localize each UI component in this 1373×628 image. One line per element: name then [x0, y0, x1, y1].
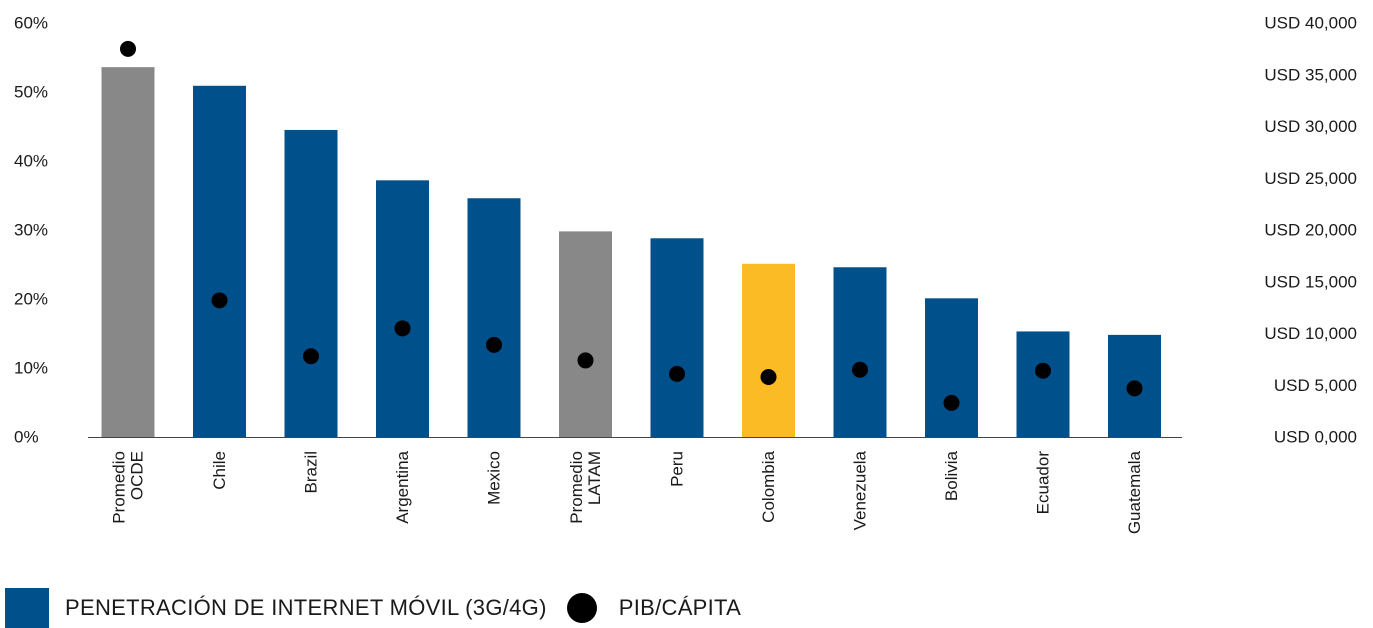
- gdp-dot: [669, 365, 685, 382]
- gdp-dot: [394, 320, 411, 337]
- right-tick-label: USD 25,000: [1264, 169, 1357, 188]
- legend: PENETRACIÓN DE INTERNET MÓVIL (3G/4G) PI…: [5, 588, 741, 628]
- bar-series: [101, 67, 1161, 437]
- gdp-dot: [120, 40, 136, 57]
- gdp-dot: [1035, 362, 1051, 379]
- left-tick-label: 40%: [14, 152, 48, 171]
- right-tick-label: USD 15,000: [1264, 272, 1357, 291]
- category-label-line: Promedio: [567, 451, 586, 524]
- bar: [1016, 331, 1070, 437]
- category-label: Guatemala: [1125, 450, 1144, 534]
- bar: [742, 263, 795, 437]
- dot-series: [120, 40, 1143, 411]
- left-tick-label: 0%: [14, 428, 39, 447]
- right-tick-label: USD 20,000: [1264, 221, 1357, 240]
- right-tick-label: USD 35,000: [1264, 65, 1357, 84]
- category-labels: Promedio OCDE Chile Brazil Argentina Mexico Pr…: [110, 450, 1145, 534]
- category-label-line: Mexico: [485, 451, 504, 505]
- category-label-line: Chile: [210, 451, 229, 490]
- category-label: Venezuela: [851, 450, 870, 530]
- legend-dot-swatch: [566, 593, 597, 623]
- left-axis-ticks: 0% 10% 20% 30% 40% 50% 60%: [14, 14, 48, 447]
- gdp-dot: [303, 348, 319, 365]
- category-label-line: Bolivia: [942, 450, 961, 501]
- category-label-line: Ecuador: [1034, 451, 1053, 515]
- bar: [376, 180, 429, 437]
- category-label: Ecuador: [1034, 451, 1053, 515]
- legend-bar-label: PENETRACIÓN DE INTERNET MÓVIL (3G/4G): [65, 595, 547, 620]
- bar: [925, 298, 978, 437]
- bar: [559, 231, 612, 437]
- left-tick-label: 50%: [14, 83, 48, 102]
- category-label: Colombia: [759, 450, 778, 522]
- gdp-dot: [211, 292, 228, 309]
- category-label-line: Argentina: [393, 450, 412, 523]
- category-label-line: Promedio: [110, 451, 129, 524]
- category-label-line: Venezuela: [851, 450, 870, 530]
- category-label-line: Brazil: [302, 451, 321, 494]
- gdp-dot: [943, 394, 960, 411]
- legend-bar-swatch: [5, 588, 49, 628]
- right-tick-label: USD 10,000: [1264, 324, 1357, 343]
- gdp-dot: [1126, 380, 1143, 397]
- category-label: Argentina: [393, 450, 412, 523]
- gdp-dot: [852, 361, 868, 378]
- bar: [101, 67, 155, 437]
- legend-dot-label: PIB/CÁPITA: [618, 595, 742, 620]
- category-label-line: OCDE: [128, 451, 147, 500]
- gdp-dot: [760, 368, 777, 385]
- right-tick-label: USD 5,000: [1274, 376, 1357, 395]
- category-label: Promedio LATAM: [567, 451, 604, 524]
- category-label-line: Peru: [668, 451, 687, 487]
- bar: [284, 129, 338, 437]
- bar: [650, 238, 704, 437]
- category-label: Promedio OCDE: [110, 451, 147, 524]
- category-label: Chile: [210, 451, 229, 490]
- left-tick-label: 20%: [14, 290, 48, 309]
- bar: [193, 85, 246, 437]
- gdp-dot: [577, 352, 594, 369]
- category-label-line: LATAM: [585, 451, 604, 505]
- category-label: Bolivia: [942, 450, 961, 501]
- category-label: Peru: [668, 451, 687, 487]
- category-label: Mexico: [485, 451, 504, 505]
- left-tick-label: 10%: [14, 359, 48, 378]
- bar: [833, 267, 887, 437]
- category-label-line: Colombia: [759, 450, 778, 522]
- category-label: Brazil: [302, 451, 321, 494]
- right-tick-label: USD 0,000: [1274, 428, 1357, 447]
- right-tick-label: USD 40,000: [1264, 14, 1357, 33]
- right-axis-ticks: USD 0,000 USD 5,000 USD 10,000 USD 15,000 US…: [1264, 14, 1357, 447]
- category-label-line: Guatemala: [1125, 450, 1144, 534]
- left-tick-label: 60%: [14, 14, 48, 33]
- gdp-dot: [486, 336, 502, 353]
- right-tick-label: USD 30,000: [1264, 117, 1357, 136]
- bar: [467, 198, 521, 437]
- left-tick-label: 30%: [14, 221, 48, 240]
